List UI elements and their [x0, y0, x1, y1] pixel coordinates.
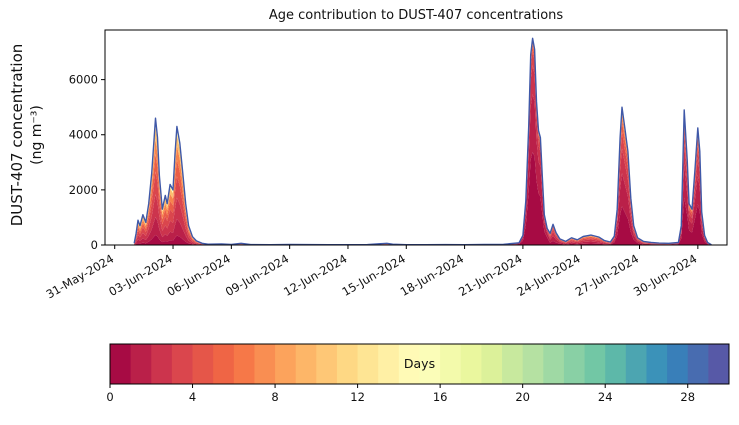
colorbar-segment — [419, 344, 441, 384]
colorbar-segment — [460, 344, 482, 384]
colorbar-segment — [336, 344, 359, 384]
x-tick-label: 27-Jun-2024 — [573, 251, 641, 299]
colorbar-segment — [110, 344, 132, 384]
colorbar-segment — [275, 344, 297, 384]
colorbar-segment — [254, 344, 276, 384]
colorbar-segment — [605, 344, 627, 384]
x-tick-label: 30-Jun-2024 — [631, 251, 699, 299]
colorbar-segment — [316, 344, 338, 384]
colorbar-tick-label: 20 — [515, 390, 530, 404]
colorbar-segment — [687, 344, 709, 384]
colorbar-segment — [233, 344, 255, 384]
x-tick-label: 31-May-2024 — [44, 251, 117, 301]
colorbar-segment — [151, 344, 173, 384]
x-tick-label: 12-Jun-2024 — [281, 251, 349, 299]
colorbar-segment — [378, 344, 400, 384]
colorbar-tick-label: 0 — [106, 390, 113, 404]
x-tick-label: 09-Jun-2024 — [223, 251, 291, 299]
plot-border — [104, 29, 728, 246]
colorbar-segment — [543, 344, 565, 384]
y-axis-ticks: 0 2000 4000 6000 — [69, 73, 105, 252]
chart-title: Age contribution to DUST-407 concentrati… — [268, 8, 564, 23]
colorbar-segment — [130, 344, 152, 384]
y-tick-label: 6000 — [69, 73, 98, 87]
colorbar-segment — [357, 344, 379, 384]
colorbar-segment — [625, 344, 647, 384]
x-tick-label: 24-Jun-2024 — [514, 251, 582, 299]
x-tick-label: 21-Jun-2024 — [456, 251, 524, 299]
colorbar-segment — [398, 344, 420, 384]
colorbar-segment — [646, 344, 668, 384]
colorbar-tick-label: 28 — [680, 390, 695, 404]
colorbar-tick-label: 4 — [189, 390, 196, 404]
colorbar-segment — [481, 344, 503, 384]
colorbar-segment — [563, 344, 586, 384]
x-tick-label: 18-Jun-2024 — [398, 251, 466, 299]
colorbar-segment — [667, 344, 689, 384]
colorbar-segment — [522, 344, 544, 384]
colorbar-tick-label: 24 — [598, 390, 613, 404]
x-tick-label: 15-Jun-2024 — [339, 251, 407, 299]
total-concentration-line — [133, 37, 712, 246]
y-tick-label: 2000 — [69, 183, 98, 197]
x-axis-ticks: 31-May-202403-Jun-202406-Jun-202409-Jun-… — [44, 245, 699, 301]
colorbar-tick-label: 8 — [271, 390, 278, 404]
x-tick-label: 03-Jun-2024 — [106, 251, 174, 299]
colorbar-segment — [192, 344, 214, 384]
colorbar-label: Days — [404, 356, 435, 371]
x-tick-label: 06-Jun-2024 — [165, 251, 233, 299]
colorbar-segment — [440, 344, 462, 384]
colorbar-segment — [584, 344, 606, 384]
colorbar-border — [109, 343, 730, 385]
colorbar-segment — [295, 344, 317, 384]
colorbar-segment — [171, 344, 194, 384]
y-tick-label: 0 — [91, 238, 98, 252]
colorbar-segment — [502, 344, 524, 384]
y-tick-label: 4000 — [69, 128, 98, 142]
colorbar-segment — [708, 344, 730, 384]
colorbar-tick-label: 12 — [350, 390, 365, 404]
colorbar-segment — [213, 344, 235, 384]
colorbar: Days 0 4 8 12 16 20 24 28 — [106, 343, 730, 404]
colorbar-tick-label: 16 — [433, 390, 448, 404]
stacked-area-layers — [134, 38, 712, 245]
